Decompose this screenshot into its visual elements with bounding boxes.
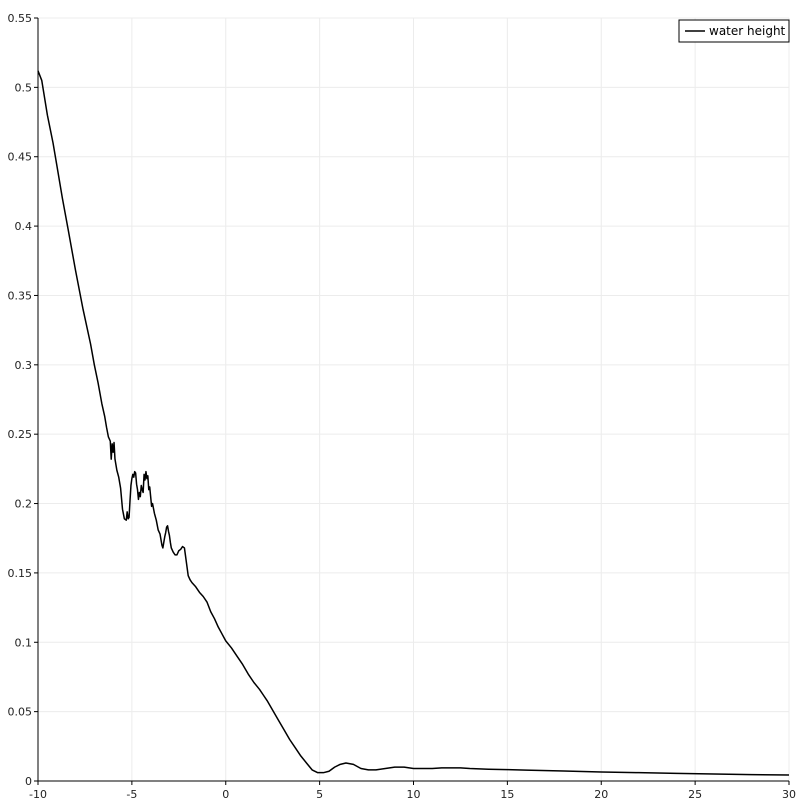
y-tick-label: 0.55 (8, 12, 33, 25)
y-tick-label: 0.25 (8, 428, 33, 441)
grid-lines (37, 17, 790, 782)
x-tick-label: 5 (316, 788, 323, 801)
x-tick-label: 25 (688, 788, 702, 801)
legend-label-water-height: water height (709, 24, 786, 38)
legend: water height (678, 19, 790, 43)
y-tick-label: 0.3 (15, 359, 33, 372)
y-tick-label: 0.05 (8, 706, 33, 719)
x-tick-label: 30 (782, 788, 796, 801)
y-tick-labels: 0 0.05 0.1 0.15 0.2 0.25 0.3 0.35 0.4 0.45 0.5 0.55 (8, 12, 33, 788)
series-layer (37, 70, 790, 776)
x-tick-label: 0 (222, 788, 229, 801)
y-tick-label: 0 (25, 775, 32, 788)
x-tick-label: -5 (126, 788, 137, 801)
x-tick-labels: -10 -5 0 5 10 15 20 25 30 (29, 788, 796, 801)
y-tick-label: 0.5 (15, 81, 33, 94)
series-line-water-height (37, 70, 790, 776)
x-tick-label: 20 (594, 788, 608, 801)
y-tick-label: 0.15 (8, 567, 33, 580)
x-tick-label: -10 (29, 788, 47, 801)
x-tick-label: 10 (407, 788, 421, 801)
legend-box (678, 19, 790, 43)
y-tick-label: 0.1 (15, 636, 33, 649)
y-tick-label: 0.35 (8, 289, 33, 302)
x-tick-label: 15 (500, 788, 514, 801)
y-tick-label: 0.2 (15, 498, 33, 511)
y-tick-label: 0.4 (15, 220, 33, 233)
y-tick-label: 0.45 (8, 151, 33, 164)
tick-marks (34, 17, 790, 785)
